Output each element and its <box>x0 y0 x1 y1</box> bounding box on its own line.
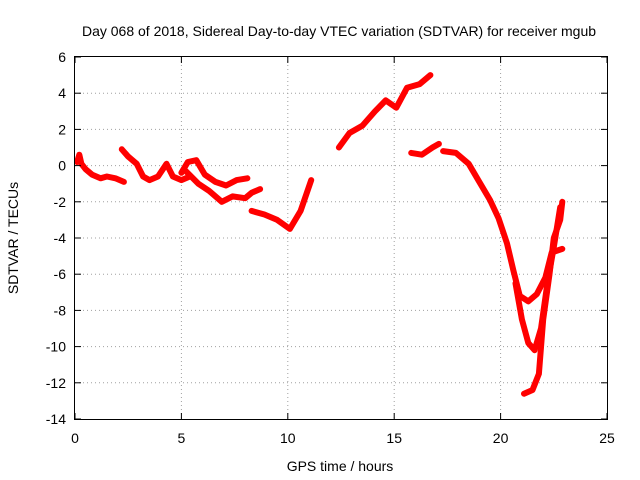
y-tick-label: -10 <box>46 339 66 355</box>
sdtvar-trace <box>440 148 566 305</box>
y-tick-label: -12 <box>46 375 66 391</box>
plot-frame <box>74 56 608 420</box>
y-tick-label: -8 <box>54 302 67 318</box>
x-tick-label: 15 <box>386 430 402 446</box>
x-axis-label: GPS time / hours <box>287 458 394 474</box>
sdtvar-trace <box>182 168 264 205</box>
x-tick-label: 5 <box>178 430 186 446</box>
sdtvar-trace <box>335 72 434 151</box>
y-tick-label: 4 <box>58 85 66 101</box>
data-series <box>74 72 566 397</box>
sdtvar-trace <box>408 140 442 158</box>
sdtvar-trace <box>118 146 193 184</box>
sdtvar-trace <box>248 177 315 232</box>
grid-lines <box>75 57 607 419</box>
y-tick-label: 2 <box>58 121 66 137</box>
sdtvar-trace <box>521 198 566 397</box>
y-axis-label: SDTVAR / TECUs <box>5 182 21 294</box>
x-tick-label: 0 <box>71 430 79 446</box>
y-tick-label: -4 <box>54 230 67 246</box>
x-tick-label: 10 <box>280 430 296 446</box>
sdtvar-trace <box>74 151 127 185</box>
y-tick-label: -2 <box>54 194 67 210</box>
y-tick-label: -6 <box>54 266 67 282</box>
sdtvar-trace <box>178 157 251 189</box>
y-tick-label: 0 <box>58 158 66 174</box>
x-tick-label: 25 <box>599 430 615 446</box>
x-tick-label: 20 <box>493 430 509 446</box>
sdtvar-trace <box>512 204 564 354</box>
y-tick-label: -14 <box>46 411 66 427</box>
y-tick-label: 6 <box>58 49 66 65</box>
chart-title: Day 068 of 2018, Sidereal Day-to-day VTE… <box>82 23 596 39</box>
x-axis-ticks: 0 5 10 15 20 25 <box>71 57 615 446</box>
y-axis-ticks: -14 -12 -10 -8 -6 -4 -2 0 2 4 6 <box>46 49 607 427</box>
